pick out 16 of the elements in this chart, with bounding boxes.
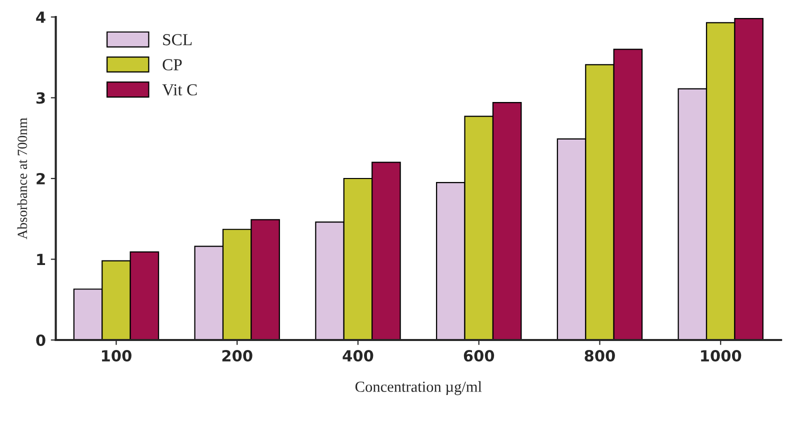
x-tick-label: 100 <box>102 350 132 362</box>
x-tick-label: 400 <box>342 350 374 362</box>
x-tick-label: 1000 <box>701 350 742 362</box>
x-tick-label: 600 <box>464 350 494 362</box>
y-axis-title: Absorbance at 700nm <box>17 118 28 240</box>
y-tick-label: 2 <box>36 172 45 184</box>
legend-label: SCL <box>163 34 192 46</box>
y-tick-label: 4 <box>36 12 46 23</box>
y-tick-label: 1 <box>37 254 46 266</box>
x-tick-label: 200 <box>222 350 252 362</box>
legend-label: CP <box>162 59 182 70</box>
x-tick-label: 800 <box>584 350 615 362</box>
legend-label: Vit C <box>162 84 197 96</box>
x-axis-title: Concentration µg/ml <box>355 381 482 396</box>
y-tick-label: 3 <box>36 92 45 104</box>
y-tick-label: 0 <box>36 334 46 346</box>
